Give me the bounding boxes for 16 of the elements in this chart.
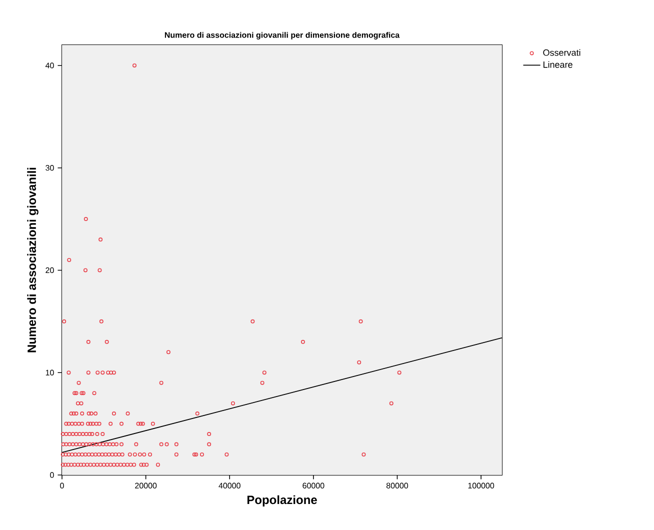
x-tick-label: 100000	[468, 482, 494, 488]
y-tick-label: 20	[46, 267, 54, 274]
x-tick-label: 20000	[135, 482, 157, 488]
x-axis-title: Popolazione	[247, 495, 317, 507]
y-tick-label: 40	[45, 62, 54, 68]
y-tick-label: 10	[46, 370, 54, 376]
x-tick-label: 60000	[302, 482, 324, 488]
chart-title: Numero di associazioni giovanili per dimensione demografica	[164, 32, 400, 40]
x-tick-label: 80000	[386, 482, 408, 488]
legend-label: Lineare	[544, 61, 572, 68]
y-tick-label: 30	[46, 165, 54, 171]
x-tick-label: 40000	[218, 482, 240, 488]
y-tick-label: 0	[50, 472, 54, 478]
y-axis-title: Numero di associazioni giovanili	[27, 168, 38, 352]
legend-label: Osservati	[543, 49, 580, 56]
x-tick-label: 0	[60, 482, 64, 488]
